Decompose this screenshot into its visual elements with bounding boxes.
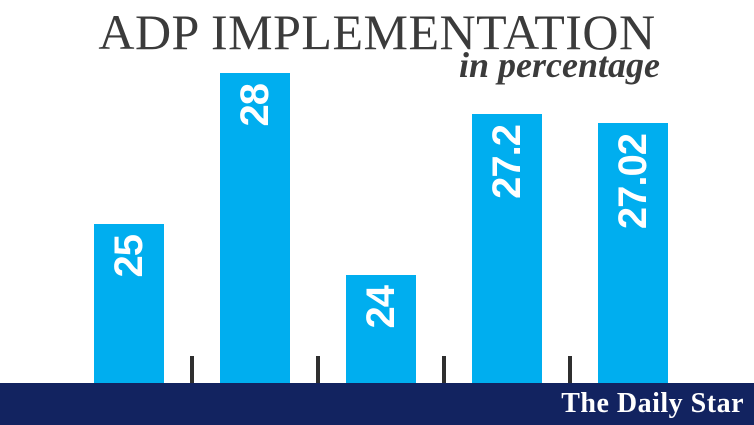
bar-value-label: 24 [359, 286, 403, 329]
bar: 27.2 [472, 114, 542, 383]
bar-value-label: 25 [107, 235, 151, 278]
bar-value-label: 27.2 [485, 125, 529, 199]
bar-value-label: 27.02 [611, 134, 655, 230]
daily-star-logo: The Daily Star [561, 388, 744, 419]
bar: 27.02 [598, 123, 668, 383]
bar: 24 [346, 275, 416, 383]
chart-subtitle: in percentage [459, 45, 660, 85]
plot-area: 25 28 24 27.2 27.02 [94, 43, 668, 383]
bar: 28 [220, 73, 290, 383]
bar: 25 [94, 224, 164, 383]
bar-value-label: 28 [233, 84, 277, 127]
chart-title: ADP IMPLEMENTATION [98, 4, 656, 60]
footer-bar: The Daily Star [0, 383, 754, 425]
